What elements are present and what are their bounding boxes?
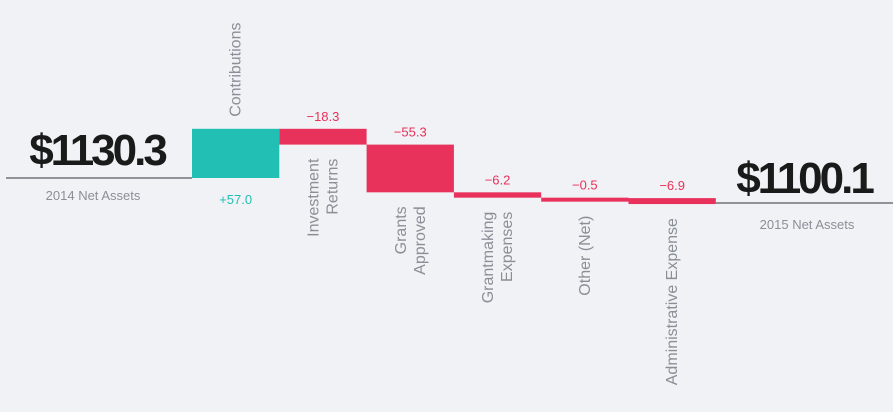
step-bar [453, 192, 542, 198]
step-category-label: Grants Approved [393, 206, 429, 275]
step-category-line: Expenses [499, 212, 516, 282]
step-category-line: Returns [324, 159, 341, 215]
step-bar [192, 128, 280, 178]
step-category-label: Other (Net) [577, 216, 594, 296]
step-category-line: Contributions [228, 23, 245, 117]
step-category-line: Grants [393, 206, 410, 254]
step-value-label: −55.3 [394, 125, 427, 140]
step-value-label: +57.0 [219, 192, 252, 207]
end-total-label: 2015 Net Assets [760, 217, 855, 232]
step-category-line: Administrative Expense [664, 218, 681, 385]
waterfall-steps: +57.0 Contributions −18.3 Investment Returns… [192, 23, 716, 385]
step-category-label: Administrative Expense [664, 218, 681, 385]
step-bar [279, 128, 367, 145]
step-bar [541, 197, 629, 202]
step-value-label: −18.3 [306, 109, 339, 124]
step-category-label: Grantmaking Expenses [480, 212, 516, 304]
step-value-label: −6.2 [485, 172, 511, 187]
step-category-line: Investment [305, 158, 322, 237]
step-category-label: Investment Returns [305, 158, 341, 237]
start-total-value: $1130.3 [29, 126, 166, 175]
step-category-line: Grantmaking [480, 212, 497, 304]
step-category-line: Approved [412, 206, 429, 275]
start-total-label: 2014 Net Assets [46, 188, 141, 203]
step-bar [366, 144, 454, 193]
end-total-value: $1100.1 [736, 154, 874, 203]
step-value-label: −0.5 [572, 178, 598, 193]
step-bar [628, 198, 716, 205]
step-value-label: −6.9 [659, 178, 685, 193]
step-category-line: Other (Net) [577, 216, 594, 296]
step-category-label: Contributions [228, 23, 245, 117]
